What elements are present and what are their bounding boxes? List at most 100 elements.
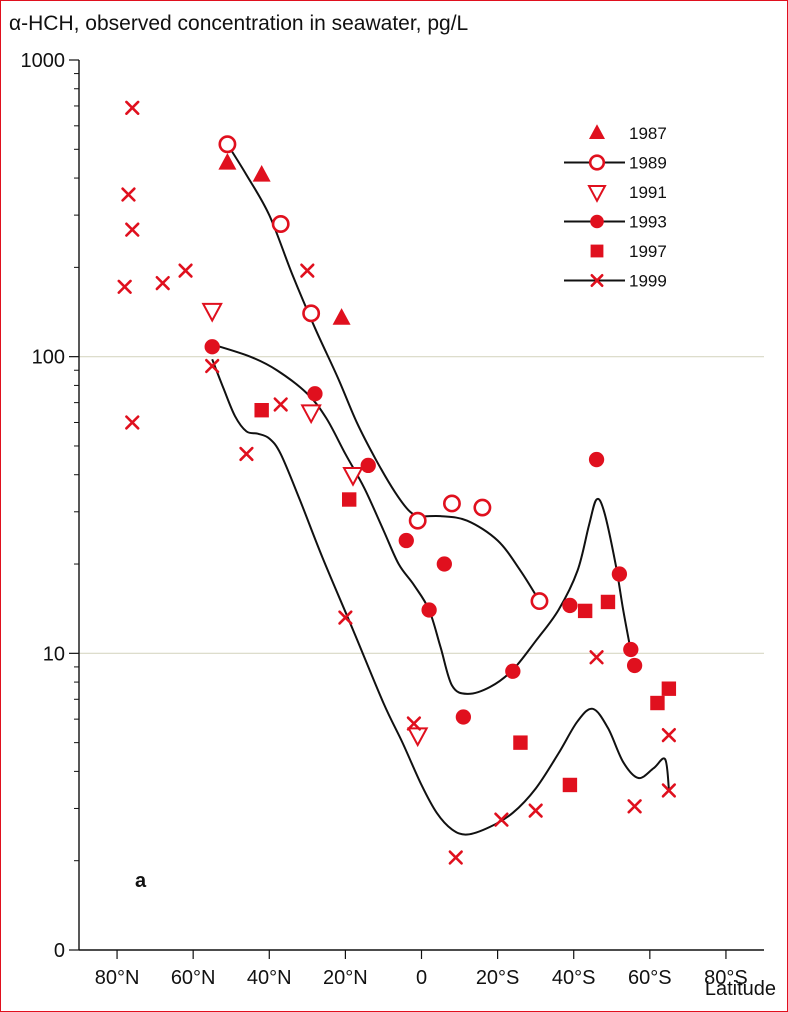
- data-point-1999: [406, 716, 422, 731]
- data-point-1997: [661, 681, 677, 696]
- legend-marker: [588, 154, 606, 171]
- marker-shape: [252, 164, 271, 182]
- legend-item-1997: 1997: [590, 242, 667, 261]
- data-point-1991: [201, 302, 223, 323]
- x-tick-label: 40°N: [247, 967, 292, 989]
- trend-line-1993: [211, 343, 632, 695]
- data-point-1989: [302, 304, 321, 323]
- x-tick-label: 20°S: [476, 967, 520, 989]
- data-point-1993: [421, 602, 437, 618]
- marker-shape: [125, 415, 140, 430]
- x-tick-label: 0: [416, 967, 427, 989]
- marker-shape: [600, 594, 616, 610]
- marker-shape: [588, 451, 605, 468]
- marker-shape: [661, 783, 677, 798]
- marker-shape: [155, 275, 170, 291]
- data-point-1999: [117, 279, 132, 294]
- panel-label: a: [135, 870, 147, 892]
- marker-shape: [342, 466, 364, 487]
- marker-shape: [300, 263, 315, 278]
- trend-lines: [211, 143, 670, 836]
- trend-line-1999: [211, 358, 670, 836]
- legend-item-1991: 1991: [587, 183, 667, 203]
- y-tick-label: 1000: [21, 50, 66, 72]
- marker-shape: [623, 641, 639, 658]
- legend-marker: [590, 274, 604, 287]
- legend-item-1989: 1989: [564, 154, 667, 173]
- data-point-1993: [307, 386, 323, 402]
- marker-shape: [341, 492, 357, 507]
- legend-item-1993: 1993: [564, 213, 667, 232]
- data-point-1993: [398, 532, 414, 549]
- chart-title: α-HCH, observed concentration in seawate…: [9, 12, 469, 35]
- data-point-1991: [342, 466, 364, 487]
- trend-line-1989: [226, 143, 541, 602]
- data-point-1999: [589, 650, 604, 665]
- data-point-1993: [436, 556, 452, 572]
- marker-shape: [205, 358, 220, 374]
- legend-label: 1999: [629, 272, 667, 291]
- marker-shape: [473, 498, 492, 517]
- legend-marker: [587, 185, 607, 203]
- data-point-1989: [442, 494, 461, 513]
- marker-shape: [204, 339, 220, 355]
- marker-shape: [125, 100, 140, 115]
- data-point-1999: [300, 263, 315, 278]
- data-point-1991: [300, 404, 322, 425]
- data-point-1993: [204, 339, 220, 355]
- data-point-1999: [661, 727, 677, 743]
- data-point-1999: [273, 397, 288, 412]
- x-tick-label: 20°N: [323, 967, 368, 989]
- legend-label: 1993: [629, 213, 667, 232]
- axes: 0 10 100 1000 80°N 60°N 40°N 20°N 0 20°S 40°S 60°S 8…: [21, 50, 764, 989]
- marker-shape: [273, 397, 288, 412]
- y-tick-label: 0: [54, 940, 65, 962]
- data-point-1997: [577, 603, 593, 619]
- data-point-1997: [600, 594, 616, 610]
- y-tick-label: 10: [43, 643, 65, 665]
- marker-shape: [338, 610, 353, 625]
- marker-shape: [442, 494, 461, 513]
- marker-shape: [408, 511, 427, 530]
- data-point-1999: [205, 358, 220, 374]
- marker-shape: [562, 597, 578, 614]
- marker-shape: [455, 709, 472, 725]
- marker-shape: [360, 457, 376, 474]
- marker-shape: [590, 274, 604, 287]
- marker-shape: [201, 302, 223, 323]
- marker-shape: [661, 681, 677, 696]
- x-axis-title: Latitude: [704, 978, 776, 1000]
- marker-shape: [218, 152, 237, 170]
- data-point-1999: [494, 812, 509, 827]
- data-point-1999: [125, 415, 140, 430]
- legend-label: 1997: [629, 242, 667, 261]
- marker-shape: [626, 657, 643, 674]
- marker-shape: [307, 386, 323, 402]
- marker-shape: [448, 850, 463, 865]
- data-point-1993: [360, 457, 376, 474]
- data-point-1999: [125, 100, 140, 115]
- marker-shape: [494, 812, 509, 827]
- data-point-1989: [271, 215, 290, 233]
- data-point-1999: [121, 187, 136, 202]
- data-point-1997: [650, 695, 665, 711]
- marker-shape: [661, 727, 677, 743]
- data-point-1993: [611, 566, 628, 582]
- y-tick-label: 100: [32, 347, 65, 369]
- data-point-1987: [218, 152, 237, 170]
- data-points: [117, 100, 677, 865]
- data-point-1999: [239, 446, 254, 462]
- marker-shape: [121, 187, 136, 202]
- x-tick-label: 80°N: [95, 967, 140, 989]
- legend: 1987 1989 1991 1993 1997 1999: [564, 124, 667, 291]
- legend-marker: [590, 214, 604, 229]
- marker-shape: [421, 602, 437, 618]
- data-point-1999: [178, 263, 193, 278]
- data-point-1993: [562, 597, 578, 614]
- legend-item-1999: 1999: [564, 272, 667, 291]
- x-tick-label: 40°S: [552, 967, 596, 989]
- marker-shape: [590, 214, 604, 229]
- marker-shape: [398, 532, 414, 549]
- data-point-1989: [408, 511, 427, 530]
- x-tick-label: 60°N: [171, 967, 216, 989]
